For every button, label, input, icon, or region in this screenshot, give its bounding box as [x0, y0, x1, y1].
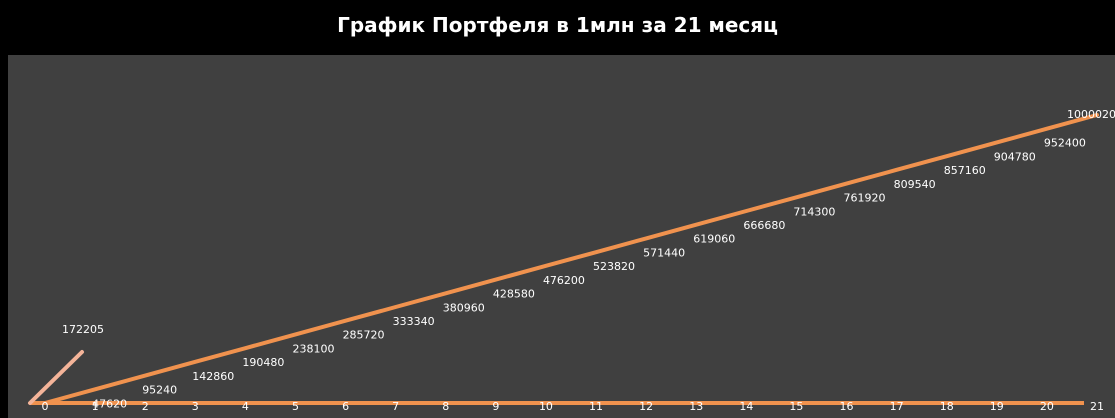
x-tick-label: 18: [940, 400, 954, 413]
data-label: 95240: [142, 384, 177, 397]
data-label: 952400: [1044, 137, 1086, 150]
data-label: 190480: [242, 356, 284, 369]
data-label: 47620: [92, 397, 127, 410]
data-label: 619060: [693, 233, 735, 246]
data-label: 1000020: [1067, 108, 1115, 121]
data-label: 571440: [643, 246, 685, 259]
x-tick-label: 2: [142, 400, 149, 413]
data-label: 142860: [192, 370, 234, 383]
plot-area: [8, 55, 1115, 418]
x-tick-label: 12: [639, 400, 653, 413]
x-tick-label: 17: [890, 400, 904, 413]
x-tick-label: 8: [442, 400, 449, 413]
x-tick-label: 11: [589, 400, 603, 413]
series-line-secondary: [28, 350, 84, 405]
data-label: 285720: [343, 329, 385, 342]
x-tick-label: 16: [840, 400, 854, 413]
data-label: 333340: [393, 315, 435, 328]
data-label: 476200: [543, 274, 585, 287]
data-label: 523820: [593, 260, 635, 273]
x-tick-label: 9: [492, 400, 499, 413]
data-label: 238100: [292, 342, 334, 355]
chart-title: График Портфеля в 1млн за 21 месяц: [337, 13, 778, 37]
x-tick-label: 15: [789, 400, 803, 413]
data-label: 428580: [493, 288, 535, 301]
data-label: 761920: [844, 192, 886, 205]
x-tick-label: 21: [1090, 400, 1104, 413]
data-label: 857160: [944, 164, 986, 177]
x-tick-label: 5: [292, 400, 299, 413]
data-label: 172205: [62, 323, 104, 336]
data-label: 714300: [793, 205, 835, 218]
x-tick-label: 13: [689, 400, 703, 413]
x-tick-label: 6: [342, 400, 349, 413]
data-label: 380960: [443, 301, 485, 314]
x-tick-label: 19: [990, 400, 1004, 413]
series-line-main: [43, 113, 1099, 405]
x-tick-label: 1: [92, 400, 99, 413]
x-tick-label: 0: [42, 400, 49, 413]
x-tick-label: 20: [1040, 400, 1054, 413]
data-label: 809540: [894, 178, 936, 191]
x-tick-label: 3: [192, 400, 199, 413]
x-tick-label: 14: [739, 400, 753, 413]
x-tick-label: 7: [392, 400, 399, 413]
data-label: 666680: [743, 219, 785, 232]
data-label: 904780: [994, 150, 1036, 163]
x-tick-label: 4: [242, 400, 249, 413]
x-tick-label: 10: [539, 400, 553, 413]
